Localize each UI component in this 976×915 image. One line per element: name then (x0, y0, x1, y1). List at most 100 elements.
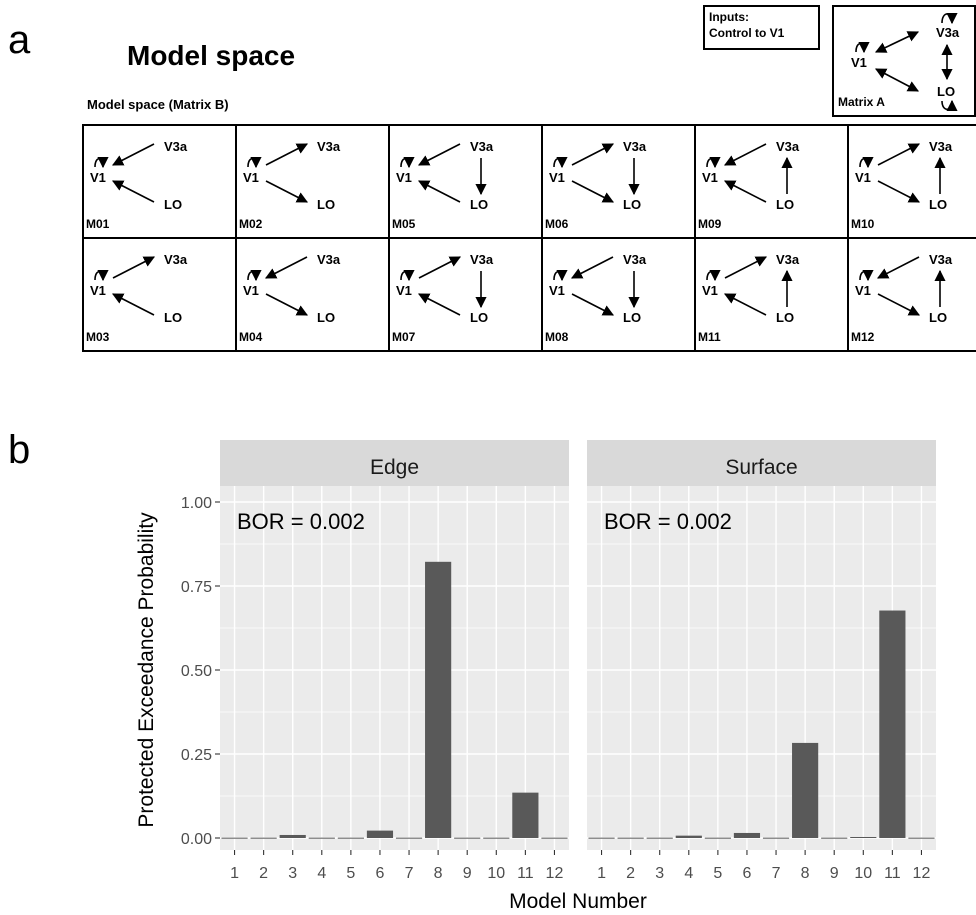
matrix-a-v1-lo-arrow (875, 68, 919, 92)
v1-self-loop (706, 269, 721, 282)
v3a-label: V3a (623, 139, 647, 154)
bar-surface-11 (879, 610, 906, 838)
v3a-label: V3a (929, 252, 953, 267)
v1-lo-arrow (571, 293, 614, 316)
model-cell-m01: V1 V3a LO M01 (82, 124, 237, 239)
x-tick-label: 12 (546, 865, 564, 882)
v1-v3a-arrow (112, 143, 155, 166)
x-tick-label: 11 (517, 865, 534, 882)
inputs-label: Inputs: (709, 10, 749, 24)
model-cell-border (388, 237, 543, 352)
v1-lo-arrow (724, 293, 767, 316)
x-tick-label: 4 (317, 865, 326, 882)
v1-label: V1 (90, 283, 106, 298)
v3a-label: V3a (164, 252, 188, 267)
v1-self-loop (859, 269, 874, 282)
bar-edge-4 (308, 837, 335, 839)
v1-label: V1 (549, 283, 565, 298)
x-tick-label: 9 (830, 865, 839, 882)
lo-label: LO (317, 197, 335, 212)
x-tick-label: 8 (801, 865, 810, 882)
model-cell-m12: V1 V3a LO M12 (847, 237, 976, 352)
v3a-label: V3a (470, 139, 494, 154)
bor-annotation: BOR = 0.002 (237, 509, 365, 534)
model-id-label: M12 (851, 330, 875, 344)
v1-lo-arrow (877, 293, 920, 316)
inputs-control-label: Control to V1 (709, 26, 785, 40)
matrix-a-lo-self-loop (941, 99, 958, 112)
y-tick-label: 1.00 (181, 495, 212, 512)
v1-v3a-arrow (418, 256, 461, 279)
v1-label: V1 (855, 170, 871, 185)
bar-surface-12 (908, 837, 935, 839)
bar-surface-10 (850, 836, 877, 838)
v1-lo-arrow (265, 180, 308, 203)
v1-label: V1 (855, 283, 871, 298)
lo-label: LO (623, 197, 641, 212)
bar-surface-5 (704, 837, 731, 839)
model-id-label: M07 (392, 330, 416, 344)
v1-lo-arrow (112, 293, 155, 316)
panel-b-letter: b (8, 428, 31, 472)
lo-label: LO (929, 310, 947, 325)
model-id-label: M06 (545, 217, 569, 231)
model-cell-border (694, 124, 849, 239)
model-id-label: M11 (698, 330, 721, 344)
matrix-b-subtitle: Model space (Matrix B) (87, 97, 229, 112)
lo-label: LO (776, 310, 794, 325)
v1-v3a-arrow (571, 256, 614, 279)
matrix-a-v3a-label: V3a (936, 25, 960, 40)
lo-label: LO (470, 310, 488, 325)
v1-label: V1 (396, 170, 412, 185)
facet-title: Surface (725, 456, 797, 479)
model-cell-m03: V1 V3a LO M03 (82, 237, 237, 352)
x-tick-label: 11 (884, 865, 901, 882)
model-id-label: M09 (698, 217, 722, 231)
y-tick-label: 0.75 (181, 579, 212, 596)
x-tick-label: 6 (743, 865, 752, 882)
lo-label: LO (164, 197, 182, 212)
matrix-a-lo-label: LO (937, 84, 955, 99)
bar-edge-9 (454, 837, 481, 839)
bar-surface-3 (646, 837, 673, 839)
matrix-a-v1-v3a-arrow (874, 31, 920, 53)
lo-label: LO (929, 197, 947, 212)
x-axis-title: Model Number (509, 890, 647, 913)
v1-label: V1 (702, 170, 718, 185)
model-id-label: M03 (86, 330, 110, 344)
v1-lo-arrow (265, 293, 308, 316)
model-id-label: M05 (392, 217, 416, 231)
x-tick-label: 3 (655, 865, 664, 882)
matrix-a-box: V1 V3a LO Matrix A (832, 5, 976, 117)
model-cell-m06: V1 V3a LO M06 (541, 124, 696, 239)
v1-v3a-arrow (571, 143, 614, 166)
model-cell-border (82, 124, 237, 239)
inputs-box: Inputs: Control to V1 (703, 5, 820, 50)
x-tick-label: 5 (346, 865, 355, 882)
bar-surface-1 (588, 837, 615, 839)
v3a-label: V3a (929, 139, 953, 154)
x-tick-label: 9 (463, 865, 472, 882)
model-cell-m09: V1 V3a LO M09 (694, 124, 849, 239)
v1-v3a-arrow (724, 256, 767, 279)
v1-v3a-arrow (877, 143, 920, 166)
v1-v3a-arrow (877, 256, 920, 279)
y-tick-label: 0.50 (181, 663, 212, 680)
model-id-label: M08 (545, 330, 569, 344)
x-tick-label: 1 (230, 865, 239, 882)
v1-self-loop (553, 156, 568, 169)
x-tick-label: 2 (259, 865, 268, 882)
model-cell-border (235, 124, 390, 239)
bar-surface-8 (792, 742, 819, 838)
plot-background (220, 486, 569, 850)
bar-edge-7 (395, 837, 423, 839)
v1-lo-arrow (418, 293, 461, 316)
facet-title: Edge (370, 456, 419, 479)
bar-edge-2 (250, 837, 277, 839)
bar-edge-12 (541, 837, 568, 839)
model-cell-border (847, 237, 976, 352)
v1-label: V1 (243, 170, 259, 185)
v3a-label: V3a (317, 139, 341, 154)
